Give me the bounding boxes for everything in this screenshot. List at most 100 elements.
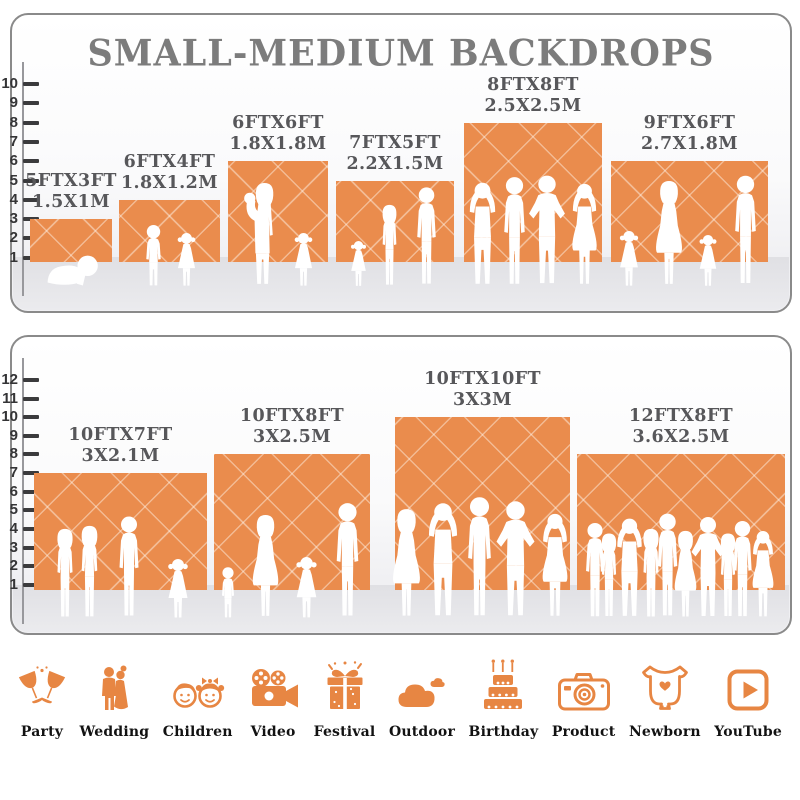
silhouette-womanpose <box>742 526 784 620</box>
panel-small-medium-bottom: 12 11 10 9 8 7 6 5 4 3 2 1 10FTX7FT 3X2.1M 10FTX8FT 3X2… <box>1 335 792 637</box>
ruler-tick-label: 5 <box>9 501 18 519</box>
ruler-tick-label: 9 <box>9 94 18 112</box>
ruler-tick <box>23 178 39 183</box>
category-label: Wedding <box>79 724 150 740</box>
silhouette-girl <box>290 232 317 288</box>
floor-strip <box>13 585 789 632</box>
backdrop-size-ft: 9FTX6FT <box>643 113 736 133</box>
backdrop-size-label: 7FTX5FT 2.2X1.5M <box>346 133 443 175</box>
category-item-newborn: Newborn <box>629 655 701 740</box>
floor-strip <box>13 257 789 310</box>
silhouette-boy <box>139 224 168 288</box>
ruler-tick-label: 7 <box>9 132 18 150</box>
backdrop: 10FTX8FT 3X2.5M <box>214 337 370 637</box>
ruler-tick <box>23 139 39 144</box>
ruler-tick <box>23 433 39 438</box>
category-item-festival: Festival <box>314 655 376 740</box>
silhouette-womandress <box>648 180 690 288</box>
backdrop: 9FTX6FT 2.7X1.8M <box>611 15 768 315</box>
category-label: Festival <box>313 724 376 740</box>
backdrop-size-m: 3X2.5M <box>253 427 331 447</box>
backdrop-size-label: 12FTX8FT 3.6X2.5M <box>629 406 733 448</box>
ruler-tick <box>23 415 39 420</box>
backdrop-rect <box>119 200 220 262</box>
ruler-tick-label: 1 <box>9 248 18 266</box>
backdrop-size-m: 2.7X1.8M <box>640 134 739 154</box>
silhouette-girl <box>615 230 643 288</box>
backdrop: 8FTX8FT 2.5X2.5M <box>464 15 602 315</box>
ruler-tick <box>23 377 39 382</box>
silhouette-girl <box>173 232 200 288</box>
category-icon-box <box>92 655 136 713</box>
backdrop-size-label: 5FTX3FT 1.5X1M <box>25 171 117 213</box>
backdrop-size-ft: 12FTX8FT <box>628 406 734 426</box>
ruler-tick-label: 7 <box>9 464 18 482</box>
ruler-tick-label: 3 <box>9 210 18 228</box>
ruler-tick-label: 8 <box>9 445 18 463</box>
ruler-tick-label: 8 <box>9 113 18 131</box>
category-label: Outdoor <box>388 724 456 740</box>
backdrop-size-m: 1.8X1.2M <box>120 173 219 193</box>
ruler-tick-label: 10 <box>1 75 18 93</box>
ruler-tick-label: 5 <box>9 171 18 189</box>
silhouette-man <box>111 515 147 620</box>
ruler-tick <box>23 101 39 106</box>
ruler-tick-label: 2 <box>9 557 18 575</box>
category-label: Children <box>162 724 233 740</box>
backdrop-size-m: 3X2.1M <box>81 446 160 466</box>
silhouette-woman <box>375 204 404 288</box>
ruler-tick-label: 3 <box>9 538 18 556</box>
ruler-tick <box>23 489 39 494</box>
party-icon <box>18 665 66 713</box>
children-icon <box>171 675 225 713</box>
backdrop-size-ft: 10FTX10FT <box>424 369 541 389</box>
ruler-tick <box>23 564 39 569</box>
outdoor-icon <box>395 675 449 713</box>
ruler-tick <box>23 82 39 87</box>
category-icon-box <box>18 655 66 713</box>
silhouette-group <box>322 186 468 288</box>
category-icon-box <box>557 655 611 713</box>
ruler-tick-label: 2 <box>9 229 18 247</box>
silhouette-group <box>450 174 616 288</box>
category-icon-box <box>246 655 300 713</box>
backdrop: 5FTX3FT 1.5X1M <box>25 15 116 315</box>
category-label: Product <box>551 724 616 740</box>
ruler-tick <box>23 159 39 164</box>
ruler-tick <box>23 545 39 550</box>
silhouette-group <box>563 512 799 620</box>
backdrop: 10FTX10FT 3X3M <box>395 337 570 637</box>
category-icon-box <box>171 655 225 713</box>
silhouette-group <box>597 174 782 288</box>
category-item-children: Children <box>163 655 233 740</box>
backdrop-rect <box>228 161 328 262</box>
ruler-tick-label: 4 <box>9 190 18 208</box>
silhouette-girl <box>695 234 721 288</box>
ruler-tick <box>23 508 39 513</box>
category-item-youtube: YouTube <box>714 655 782 740</box>
backdrop-size-ft: 7FTX5FT <box>349 133 441 153</box>
ruler-tick-label: 6 <box>9 152 18 170</box>
silhouette-woman <box>73 525 106 620</box>
backdrop-size-ft: 6FTX4FT <box>123 152 216 172</box>
backdrop-size-ft: 6FTX6FT <box>232 113 324 133</box>
ruler-tick-label: 6 <box>9 482 18 500</box>
video-icon <box>246 667 300 713</box>
backdrop-size-label: 8FTX8FT 2.5X2.5M <box>484 75 581 117</box>
birthday-icon <box>479 659 527 713</box>
product-icon <box>557 671 611 713</box>
category-icon-box <box>479 655 527 713</box>
ruler-tick <box>23 396 39 401</box>
backdrop-size-m: 3.6X2.5M <box>632 427 730 447</box>
backdrop-rect <box>30 219 112 262</box>
silhouette-group <box>20 515 221 620</box>
category-label: Party <box>20 724 64 740</box>
ruler-tick-label: 4 <box>9 520 18 538</box>
backdrop-size-m: 1.8X1.8M <box>229 134 327 154</box>
silhouette-baby <box>44 252 99 288</box>
silhouette-man <box>327 502 368 620</box>
category-item-video: Video <box>246 655 300 740</box>
backdrop-size-ft: 5FTX3FT <box>25 171 117 191</box>
backdrop-size-label: 10FTX8FT 3X2.5M <box>240 406 344 448</box>
backdrop-size-label: 9FTX6FT 2.7X1.8M <box>641 113 738 155</box>
